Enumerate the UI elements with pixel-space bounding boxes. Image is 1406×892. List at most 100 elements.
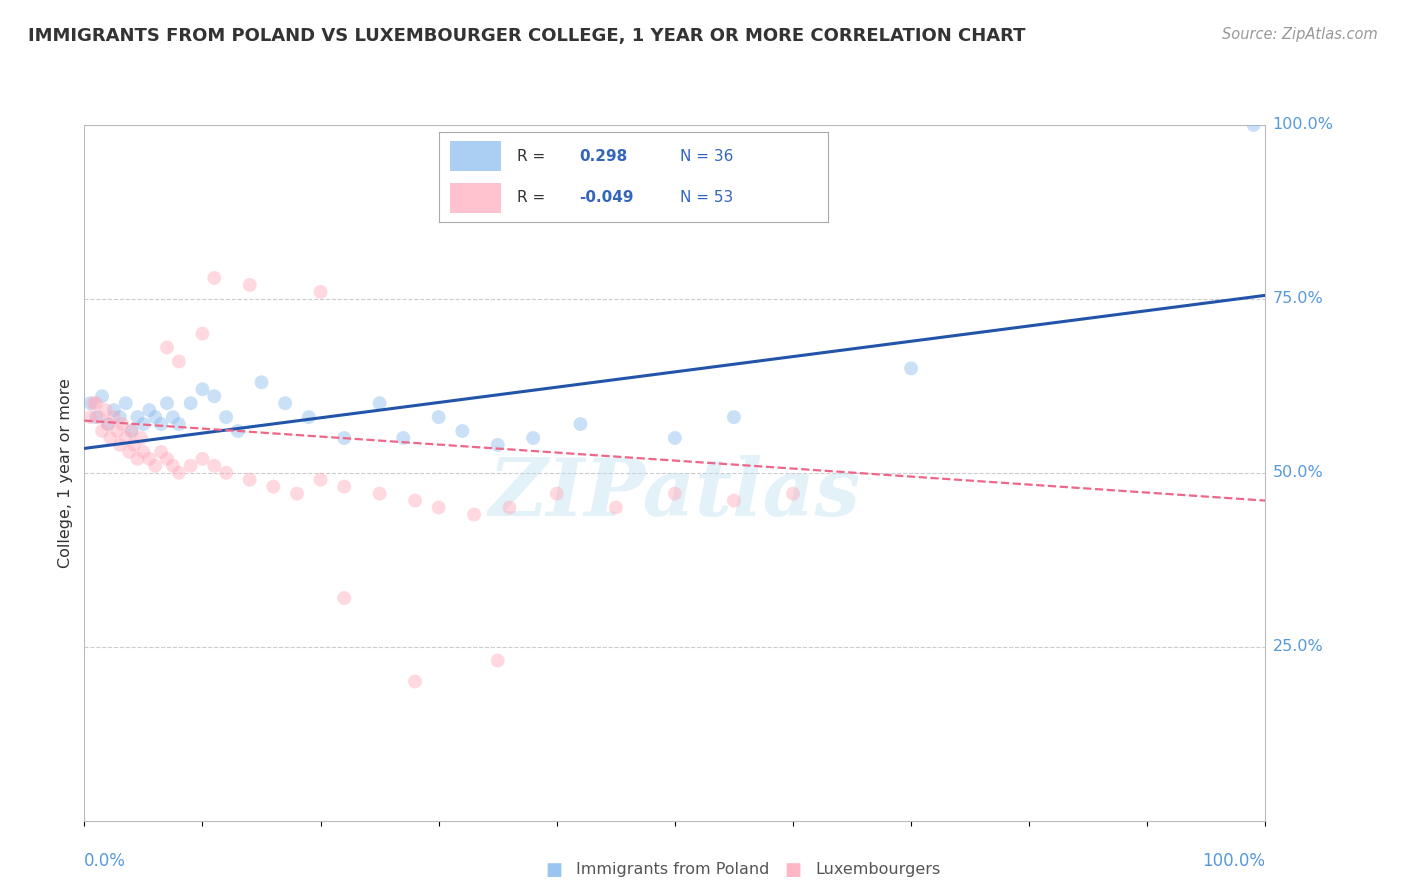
- Point: [79, 410, 101, 425]
- Text: 50.0%: 50.0%: [1272, 466, 1323, 480]
- Point: [121, 424, 143, 438]
- Point: [215, 410, 238, 425]
- Point: [129, 431, 152, 445]
- Point: [215, 466, 238, 480]
- Point: [191, 326, 214, 341]
- Point: [103, 410, 125, 425]
- Point: [122, 438, 145, 452]
- Point: [111, 417, 134, 431]
- Point: [87, 410, 110, 425]
- Point: [127, 451, 149, 466]
- Point: [202, 389, 225, 403]
- Point: [98, 431, 121, 445]
- Text: 100.0%: 100.0%: [1202, 852, 1265, 870]
- Point: [226, 424, 249, 438]
- Point: [404, 674, 426, 689]
- Point: [118, 445, 141, 459]
- Text: 75.0%: 75.0%: [1272, 292, 1323, 306]
- Point: [333, 480, 356, 494]
- Point: [285, 486, 308, 500]
- Text: Immigrants from Poland: Immigrants from Poland: [576, 863, 770, 877]
- Point: [309, 473, 332, 487]
- Point: [202, 271, 225, 285]
- Point: [108, 438, 131, 452]
- Point: [132, 417, 155, 431]
- Point: [150, 417, 173, 431]
- Point: [162, 458, 184, 473]
- Point: [121, 424, 143, 438]
- Point: [900, 361, 922, 376]
- Text: ■: ■: [785, 861, 801, 879]
- Point: [191, 382, 214, 396]
- Point: [404, 493, 426, 508]
- Point: [368, 396, 391, 410]
- Point: [486, 438, 509, 452]
- Point: [156, 451, 179, 466]
- Text: ZIPatlas: ZIPatlas: [489, 455, 860, 533]
- Text: Luxembourgers: Luxembourgers: [815, 863, 941, 877]
- Point: [91, 389, 114, 403]
- Point: [97, 417, 120, 431]
- Point: [143, 410, 166, 425]
- Point: [180, 458, 202, 473]
- Point: [114, 431, 136, 445]
- Point: [274, 396, 297, 410]
- Point: [569, 417, 592, 431]
- Text: 25.0%: 25.0%: [1272, 640, 1323, 654]
- Point: [1243, 118, 1265, 132]
- Point: [239, 473, 262, 487]
- Point: [156, 396, 179, 410]
- Point: [309, 285, 332, 299]
- Point: [202, 458, 225, 473]
- Text: ■: ■: [546, 861, 562, 879]
- Point: [664, 431, 686, 445]
- Point: [167, 354, 190, 368]
- Text: IMMIGRANTS FROM POLAND VS LUXEMBOURGER COLLEGE, 1 YEAR OR MORE CORRELATION CHART: IMMIGRANTS FROM POLAND VS LUXEMBOURGER C…: [28, 27, 1025, 45]
- Point: [333, 591, 356, 605]
- Point: [84, 410, 107, 425]
- Point: [108, 410, 131, 425]
- Point: [91, 424, 114, 438]
- Text: Source: ZipAtlas.com: Source: ZipAtlas.com: [1222, 27, 1378, 42]
- Point: [150, 445, 173, 459]
- Point: [83, 396, 105, 410]
- Point: [156, 341, 179, 355]
- Point: [664, 486, 686, 500]
- Point: [97, 417, 120, 431]
- Point: [180, 396, 202, 410]
- Point: [84, 396, 107, 410]
- Point: [427, 410, 450, 425]
- Text: 0.0%: 0.0%: [84, 852, 127, 870]
- Point: [262, 480, 284, 494]
- Point: [132, 445, 155, 459]
- Point: [239, 277, 262, 292]
- Point: [368, 486, 391, 500]
- Point: [127, 410, 149, 425]
- Point: [167, 466, 190, 480]
- Point: [333, 431, 356, 445]
- Text: 100.0%: 100.0%: [1272, 118, 1333, 132]
- Point: [782, 486, 804, 500]
- Point: [546, 486, 568, 500]
- Point: [167, 417, 190, 431]
- Point: [162, 410, 184, 425]
- Point: [114, 396, 136, 410]
- Point: [138, 451, 160, 466]
- Point: [463, 508, 485, 522]
- Point: [451, 424, 474, 438]
- Point: [107, 424, 129, 438]
- Point: [723, 410, 745, 425]
- Point: [138, 403, 160, 417]
- Point: [103, 403, 125, 417]
- Point: [427, 500, 450, 515]
- Point: [605, 500, 627, 515]
- Point: [498, 500, 520, 515]
- Point: [298, 410, 321, 425]
- Point: [143, 458, 166, 473]
- Point: [94, 403, 117, 417]
- Point: [79, 396, 101, 410]
- Point: [486, 654, 509, 668]
- Point: [522, 431, 544, 445]
- Point: [723, 493, 745, 508]
- Point: [392, 431, 415, 445]
